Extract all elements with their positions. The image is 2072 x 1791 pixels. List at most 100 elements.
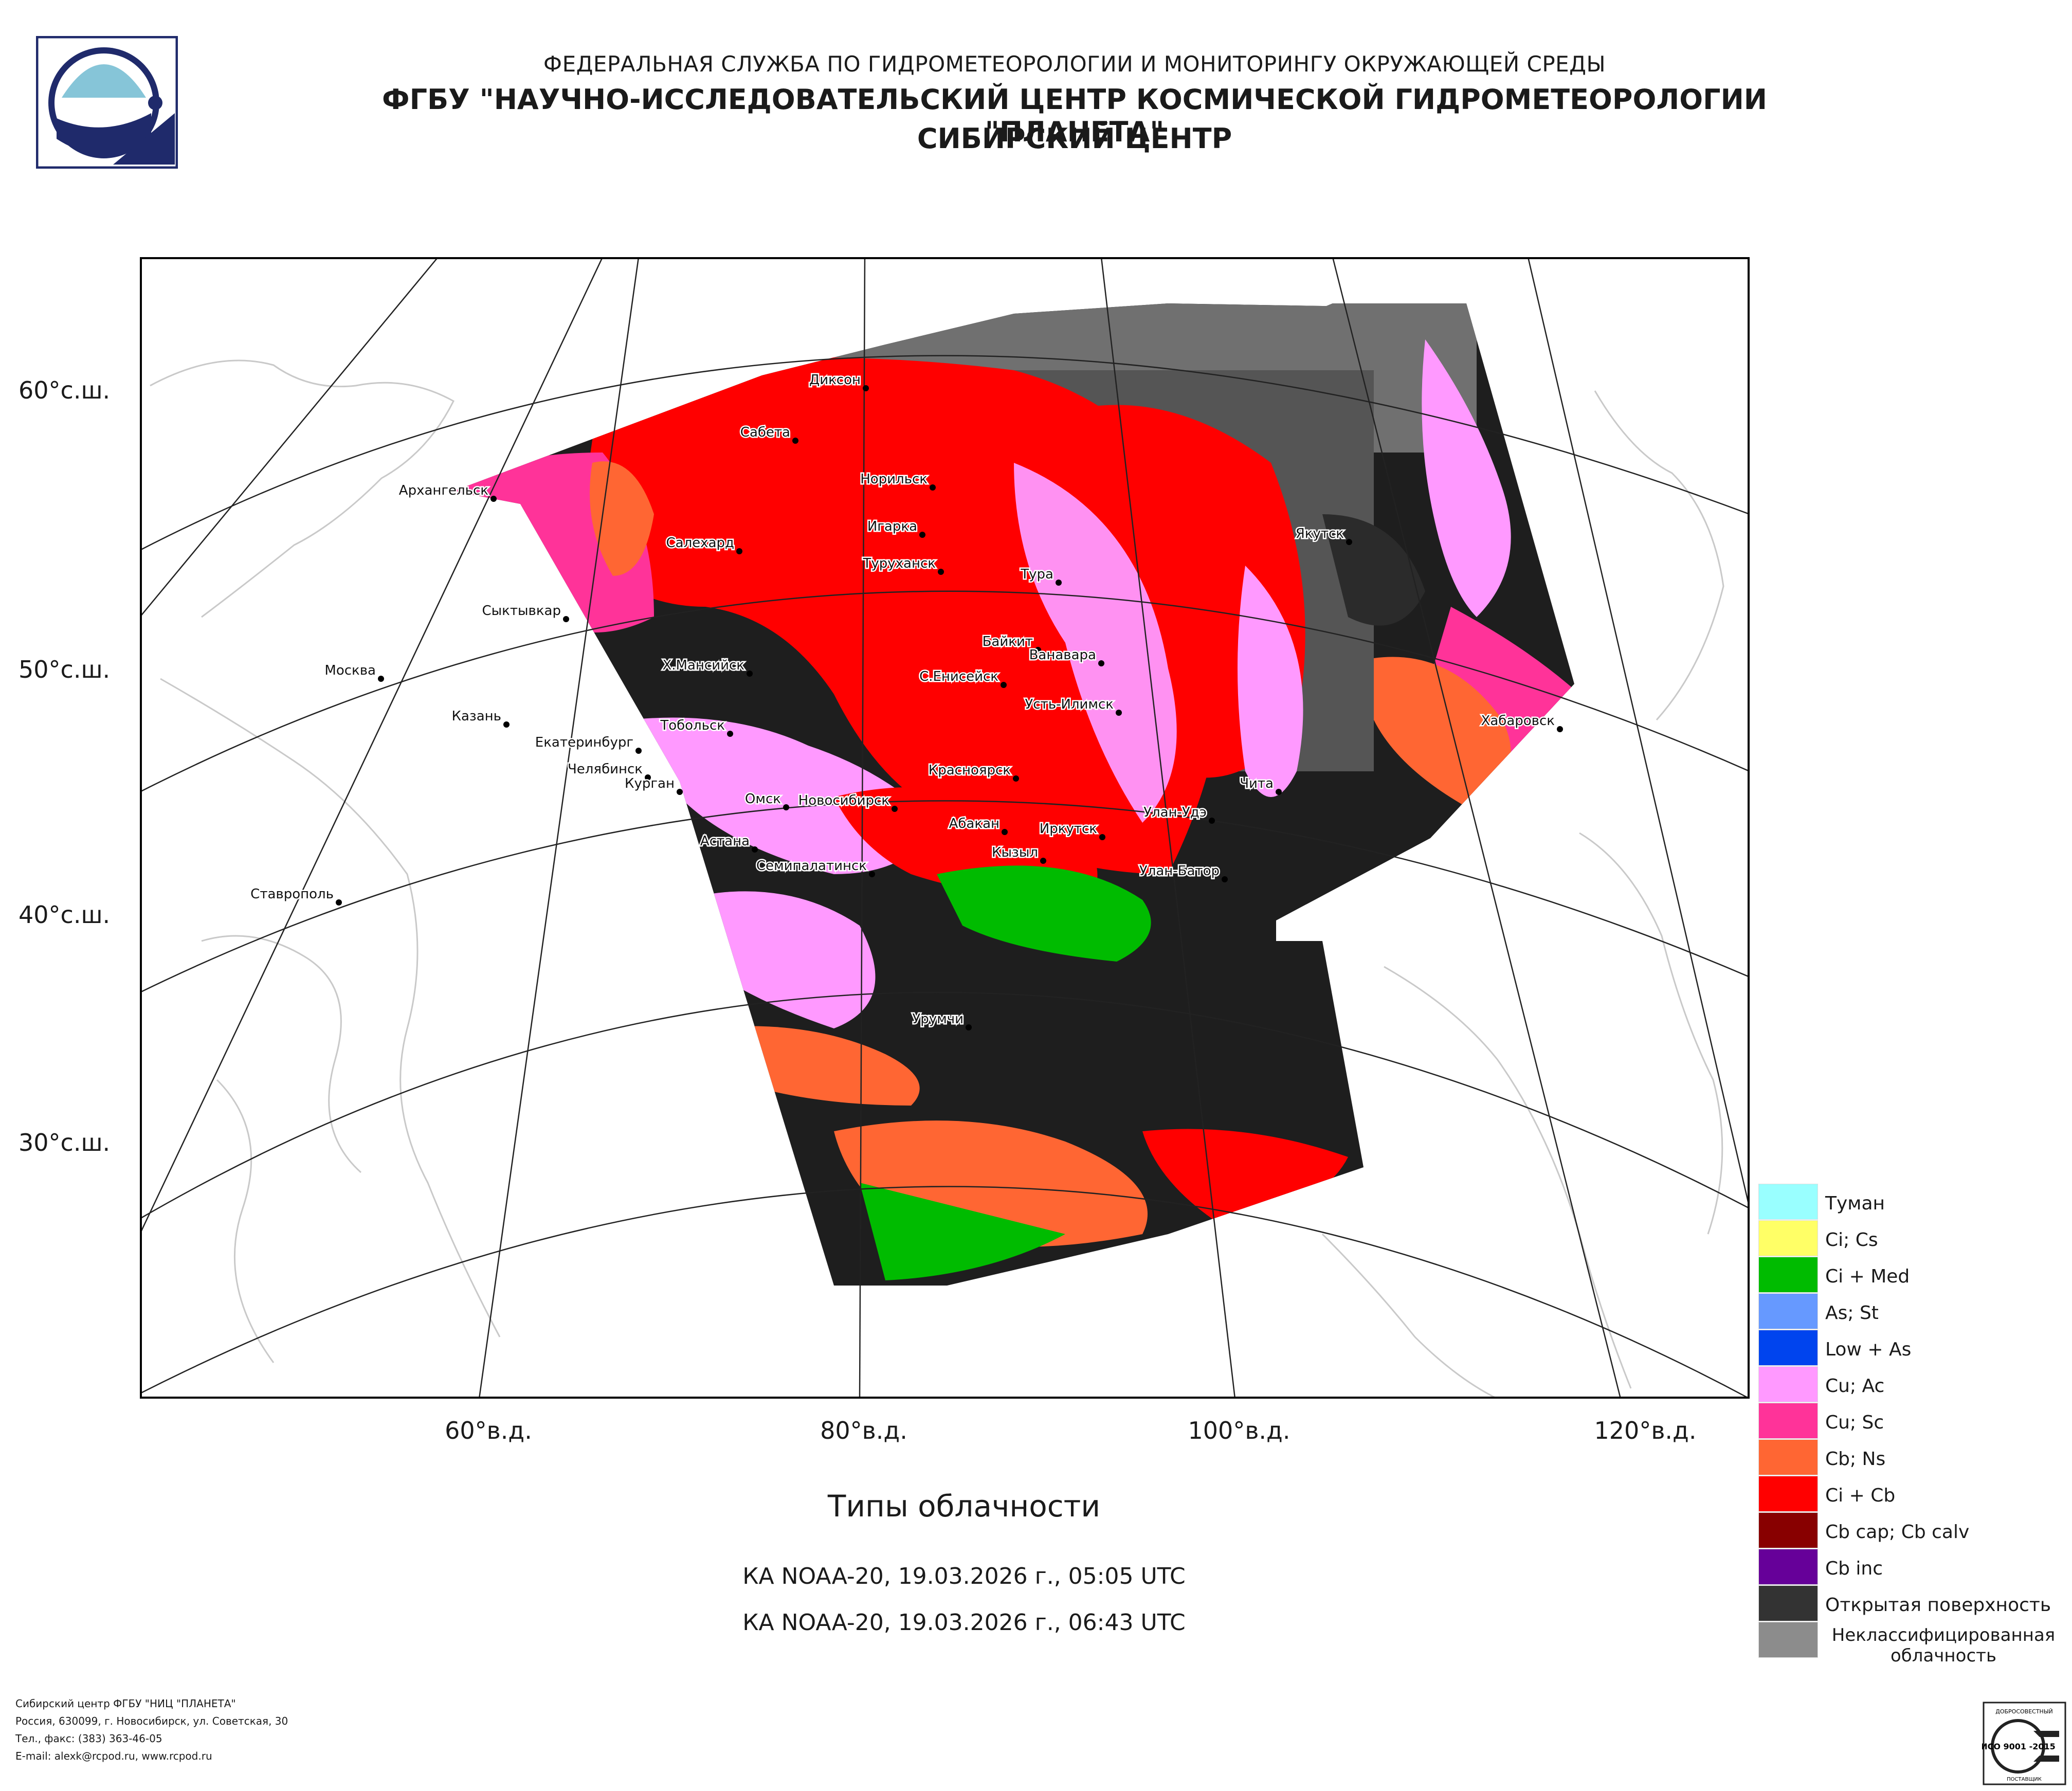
city-dot [1001, 682, 1007, 688]
city-dot [1222, 876, 1228, 882]
city-label: Архангельск [399, 483, 488, 498]
legend-label: Cb; Ns [1825, 1449, 1886, 1470]
lat-label-60: 60°с.ш. [19, 376, 111, 404]
city-11: Екатеринбург [534, 734, 642, 754]
legend-label: Cu; Sc [1825, 1412, 1884, 1433]
city-label: Сыктывкар [482, 603, 561, 619]
legend-label: Туман [1825, 1193, 1885, 1214]
city-dot [1002, 829, 1008, 835]
legend-swatch [1758, 1293, 1818, 1329]
city-dot [792, 438, 798, 444]
city-15: Х.Мансийск [661, 657, 753, 677]
city-dot [966, 1024, 972, 1030]
city-label: Улан-Батор [1139, 863, 1220, 879]
city-28: Тура [1019, 566, 1062, 586]
city-dot [563, 616, 569, 622]
legend-swatch [1758, 1257, 1818, 1293]
institute-title: ФГБУ "НАУЧНО-ИССЛЕДОВАТЕЛЬСКИЙ ЦЕНТР КОС… [382, 83, 1767, 148]
city-8: Сыктывкар [481, 602, 569, 622]
legend-item: Туман [1758, 1184, 2067, 1220]
city-label: Москва [324, 663, 376, 678]
map-caption: Типы облачности [827, 1489, 1101, 1524]
city-19: Семипалатинск [755, 857, 875, 877]
city-label: Якутск [1296, 526, 1344, 541]
city-dot [752, 846, 758, 853]
city-dot [336, 899, 342, 906]
city-1: Диксон [808, 371, 869, 391]
city-dot [635, 748, 642, 754]
legend-item: Неклассифицированная облачность [1758, 1622, 2067, 1666]
city-dot [503, 721, 510, 728]
city-label: Ставрополь [250, 887, 334, 902]
city-3: Норильск [859, 471, 936, 491]
city-label: Усть-Илимск [1025, 697, 1114, 712]
satellite-pass-2: КА NOAA-20, 19.03.2026 г., 06:43 UTC [742, 1609, 1186, 1636]
city-label: Тобольск [660, 718, 725, 733]
city-label: Казань [452, 709, 501, 724]
city-5: Туруханск [861, 555, 944, 575]
city-31: С.Енисейск [918, 668, 1007, 688]
city-7: Архангельск [397, 482, 497, 502]
lon-label-120: 120°в.д. [1594, 1417, 1697, 1444]
city-dot [645, 774, 651, 781]
city-dot [1035, 647, 1041, 653]
legend-item: Открытая поверхность [1758, 1585, 2067, 1621]
city-10: Казань [450, 708, 510, 728]
city-label: Байкит [983, 634, 1033, 649]
city-label: Екатеринбург [535, 735, 633, 750]
city-label: Семипалатинск [756, 858, 867, 874]
iso-top-text: ДОБРОСОВЕСТНЫЙ [1995, 1708, 2053, 1715]
iso-main-text: ИСО 9001 -2015 [1982, 1742, 2056, 1751]
legend-swatch [1758, 1403, 1818, 1439]
city-dot [677, 789, 683, 795]
legend-swatch [1758, 1366, 1818, 1402]
city-dot [736, 548, 742, 554]
city-21: Красноярск [927, 762, 1019, 782]
city-dot [490, 496, 497, 502]
agency-title: ФЕДЕРАЛЬНАЯ СЛУЖБА ПО ГИДРОМЕТЕОРОЛОГИИ … [543, 51, 1606, 77]
legend-item: Cu; Ac [1758, 1366, 2067, 1402]
city-label: С.Енисейск [919, 669, 998, 684]
legend-item: Low + As [1758, 1330, 2067, 1366]
city-dot [1040, 858, 1046, 864]
city-16: Омск [743, 790, 789, 810]
city-30: Ванавара [1028, 646, 1104, 666]
city-dot [1346, 539, 1352, 545]
coastline-outlines [150, 359, 1724, 1399]
city-dot [1099, 834, 1105, 840]
legend-label: Cu; Ac [1825, 1376, 1885, 1397]
city-label: Новосибирск [798, 793, 889, 808]
lon-label-60: 60°в.д. [445, 1417, 532, 1444]
city-label: Туруханск [863, 556, 936, 571]
city-23: Кызыл [991, 844, 1046, 864]
legend-swatch [1758, 1330, 1818, 1366]
legend-swatch [1758, 1439, 1818, 1475]
city-29: Байкит [981, 633, 1041, 653]
city-dot [1209, 818, 1215, 824]
legend-label: Cb cap; Cb calv [1825, 1522, 1970, 1543]
footer-phone: Тел., факс: (383) 363-46-05 [15, 1732, 162, 1745]
city-18: Астана [699, 833, 758, 853]
city-dot [869, 871, 875, 877]
legend-label: Ci + Cb [1825, 1485, 1896, 1506]
lat-label-40: 40°с.ш. [19, 901, 111, 929]
legend-swatch [1758, 1622, 1818, 1658]
city-27: Чита [1239, 775, 1282, 795]
legend-swatch [1758, 1549, 1818, 1585]
footer-address: Россия, 630099, г. Новосибирск, ул. Сове… [15, 1715, 288, 1727]
legend-label: Ci; Cs [1825, 1229, 1878, 1251]
city-label: Улан-Удэ [1143, 805, 1207, 820]
city-label: Омск [745, 791, 781, 807]
city-dot [919, 532, 925, 538]
city-dot [727, 731, 733, 737]
city-dot [1098, 660, 1104, 666]
city-33: Якутск [1294, 525, 1352, 545]
legend-swatch [1758, 1512, 1818, 1548]
legend-swatch [1758, 1220, 1818, 1256]
city-dot [938, 569, 944, 575]
legend-swatch [1758, 1585, 1818, 1621]
city-35: Ставрополь [249, 885, 342, 906]
city-dot [783, 804, 789, 810]
legend-label: Cb inc [1825, 1558, 1883, 1579]
city-17: Новосибирск [797, 792, 898, 812]
